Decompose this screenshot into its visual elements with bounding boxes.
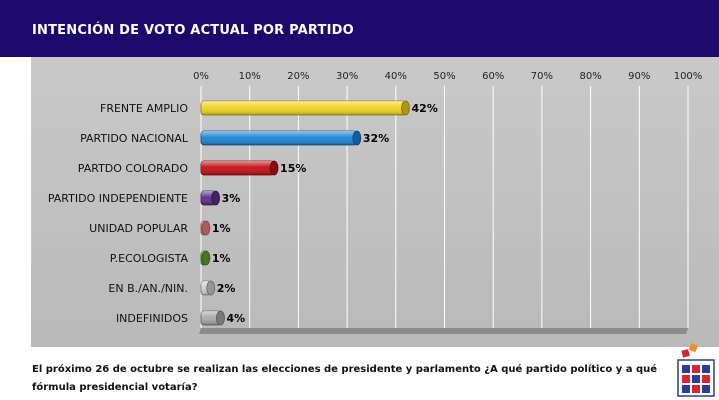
value-label: 4% bbox=[226, 312, 245, 325]
value-label: 32% bbox=[363, 132, 389, 145]
bar-shine bbox=[201, 131, 357, 145]
logo-square-red bbox=[681, 349, 690, 358]
x-tick-label: 80% bbox=[579, 71, 601, 82]
x-tick-label: 60% bbox=[482, 71, 504, 82]
x-tick-label: 20% bbox=[287, 71, 309, 82]
value-label: 1% bbox=[212, 252, 231, 265]
bar bbox=[200, 100, 410, 116]
bar bbox=[200, 130, 362, 146]
value-label: 1% bbox=[212, 222, 231, 235]
category-label: INDEFINIDOS bbox=[116, 312, 188, 325]
logo-square-orange bbox=[688, 343, 698, 353]
value-label: 3% bbox=[222, 192, 241, 205]
bar-shine bbox=[201, 101, 406, 115]
bar bbox=[200, 190, 221, 206]
x-tick-label: 90% bbox=[628, 71, 650, 82]
x-tick-label: 10% bbox=[239, 71, 261, 82]
bar-cap bbox=[211, 190, 221, 206]
bar-cap bbox=[269, 160, 279, 176]
value-label: 42% bbox=[412, 102, 438, 115]
logo-cell bbox=[682, 365, 690, 373]
x-tick-label: 0% bbox=[193, 71, 209, 82]
bar-cap bbox=[216, 310, 225, 326]
logo-cell bbox=[702, 365, 710, 373]
bar-cap bbox=[352, 130, 362, 146]
x-tick-label: 70% bbox=[531, 71, 553, 82]
value-label: 15% bbox=[280, 162, 306, 175]
bar bbox=[200, 310, 225, 326]
category-label: FRENTE AMPLIO bbox=[100, 102, 188, 115]
x-tick-label: 100% bbox=[674, 71, 703, 82]
logo-cell bbox=[692, 375, 700, 383]
bar-shine bbox=[201, 311, 221, 325]
logo-cell bbox=[692, 385, 700, 393]
bar bbox=[200, 280, 216, 296]
category-label: EN B./AN./NIN. bbox=[108, 282, 188, 295]
logo-cell bbox=[682, 375, 690, 383]
bar-cap bbox=[201, 220, 211, 236]
bar-cap bbox=[201, 250, 211, 266]
x-tick-label: 30% bbox=[336, 71, 358, 82]
bar bbox=[200, 220, 211, 236]
bar-cap bbox=[206, 280, 216, 296]
category-label: P.ECOLOGISTA bbox=[110, 252, 189, 265]
category-label: PARTDO COLORADO bbox=[78, 162, 189, 175]
logo-cell bbox=[682, 385, 690, 393]
pollster-logo bbox=[677, 343, 715, 397]
plot-floor bbox=[199, 328, 688, 334]
bar-chart: 0% 10% 20% 30% 40% 50% 60% 70% 80% 90% 100% FRENTE… bbox=[31, 57, 719, 347]
category-label: PARTIDO INDEPENDIENTE bbox=[48, 192, 188, 205]
header-bar: INTENCIÓN DE VOTO ACTUAL POR PARTIDO bbox=[0, 0, 719, 57]
survey-question: El próximo 26 de octubre se realizan las… bbox=[32, 364, 658, 393]
category-label: PARTIDO NACIONAL bbox=[80, 132, 189, 145]
bar-shine bbox=[201, 161, 275, 175]
category-label: UNIDAD POPULAR bbox=[89, 222, 188, 235]
bar bbox=[200, 160, 279, 176]
bar bbox=[200, 250, 211, 266]
logo-cell bbox=[692, 365, 700, 373]
logo-cell bbox=[702, 375, 710, 383]
chart-title: INTENCIÓN DE VOTO ACTUAL POR PARTIDO bbox=[32, 23, 354, 38]
x-tick-label: 50% bbox=[433, 71, 455, 82]
bar-cap bbox=[401, 100, 410, 116]
logo-cell bbox=[702, 385, 710, 393]
value-label: 2% bbox=[217, 282, 236, 295]
x-tick-label: 40% bbox=[385, 71, 407, 82]
